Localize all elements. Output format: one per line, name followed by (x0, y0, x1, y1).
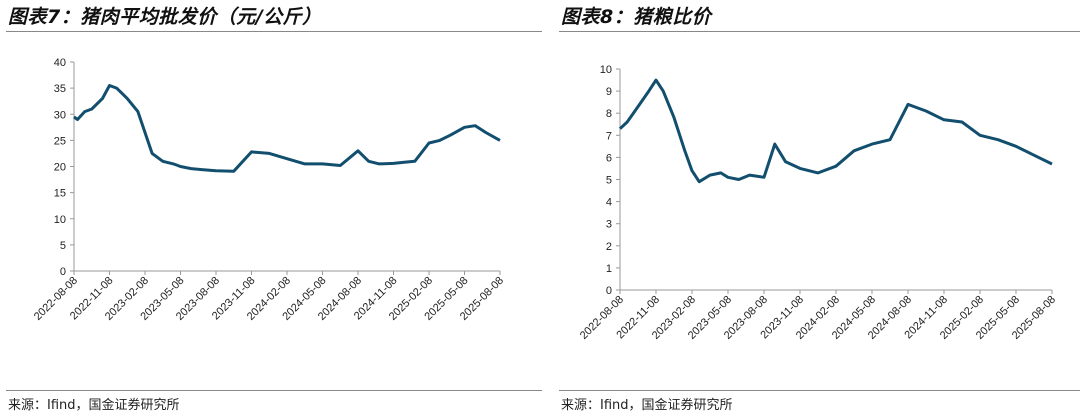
source-note: 来源：Ifind，国金证券研究所 (8, 398, 180, 413)
series-line (618, 78, 1053, 184)
y-tick-label: 5 (606, 175, 612, 187)
y-tick-label: 35 (54, 83, 66, 95)
y-tick-label: 10 (54, 214, 66, 226)
chart-panel-hog-grain-ratio: 图表8：猪粮比价 0 1 2 3 4 5 6 7 8 9 10 2022-08-08 2022-11-0… (553, 0, 1086, 416)
y-tick-label: 20 (54, 162, 66, 174)
chart-panel-pork-price: 图表7：猪肉平均批发价（元/公斤） 0 5 10 15 20 25 30 35 40 2022-0… (6, 6, 542, 413)
y-tick-label: 4 (606, 197, 612, 209)
y-tick-label: 7 (606, 130, 612, 142)
y-tick-label: 2 (606, 241, 612, 253)
y-tick-label: 15 (54, 188, 66, 200)
y-tick-label: 40 (54, 57, 66, 69)
source-divider (6, 390, 542, 391)
title-divider (6, 31, 542, 32)
y-tick-label: 0 (606, 285, 612, 297)
y-tick-label: 8 (606, 108, 612, 120)
source-divider (559, 390, 1080, 391)
y-tick-label: 6 (606, 152, 612, 164)
figure-title: 图表7：猪肉平均批发价（元/公斤） (8, 6, 322, 28)
y-tick-label: 0 (60, 266, 66, 278)
y-tick-label: 5 (60, 240, 66, 252)
y-tick-label: 3 (606, 219, 612, 231)
y-tick-label: 9 (606, 86, 612, 98)
title-divider (559, 31, 1080, 32)
figure-title: 图表8：猪粮比价 (561, 6, 712, 28)
y-tick-label: 25 (54, 135, 66, 147)
series-line (73, 84, 501, 173)
y-tick-label: 10 (600, 64, 612, 76)
pork-price-chart: 05101520253035402022-08-082022-11-082023… (32, 57, 506, 323)
y-tick-label: 1 (606, 263, 612, 275)
hog-grain-ratio-chart: 0123456789102022-08-082022-11-082023-02-… (578, 64, 1058, 342)
source-note: 来源：Ifind，国金证券研究所 (561, 398, 733, 413)
y-tick-label: 30 (54, 109, 66, 121)
